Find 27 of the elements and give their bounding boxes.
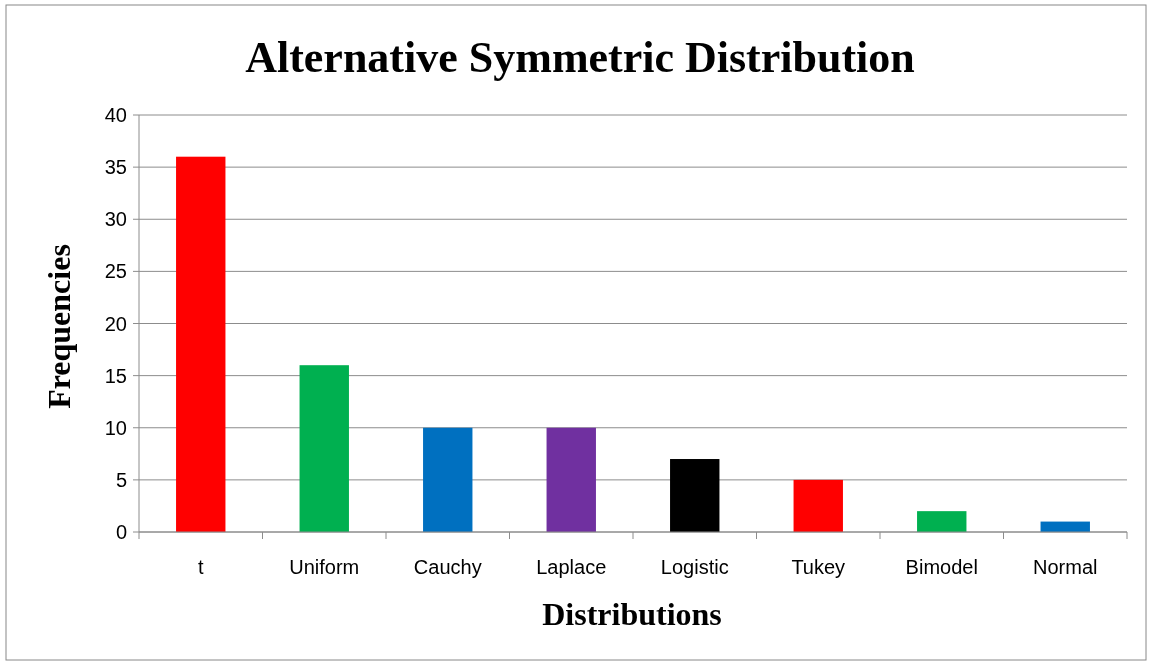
y-axis-title: Frequencies [41, 244, 77, 409]
bar [793, 479, 843, 532]
bar [423, 427, 473, 532]
y-tick-label: 10 [104, 416, 127, 439]
y-tick-label: 30 [104, 208, 127, 231]
y-tick-label: 25 [104, 260, 127, 283]
x-tick-label: Cauchy [413, 556, 482, 578]
x-tick-label: Logistic [660, 556, 729, 578]
bar [299, 365, 349, 532]
bar [917, 511, 967, 532]
y-tick-label: 15 [104, 364, 127, 387]
x-tick-label: Tukey [791, 556, 846, 578]
bar [670, 459, 720, 532]
y-tick-label: 35 [104, 156, 127, 179]
y-tick-label: 0 [115, 521, 127, 543]
x-tick-label: Uniform [289, 556, 360, 578]
chart-title: Alternative Symmetric Distribution [245, 33, 915, 82]
y-tick-label: 20 [104, 312, 127, 335]
x-tick-label: t [197, 556, 204, 578]
bar [176, 156, 226, 532]
x-tick-label: Laplace [536, 556, 607, 578]
x-tick-label: Bimodel [905, 556, 978, 578]
y-tick-label: 5 [115, 468, 127, 491]
y-tick-label: 40 [104, 104, 127, 126]
bar [546, 427, 596, 532]
x-tick-label: Normal [1033, 556, 1098, 578]
x-axis-title: Distributions [542, 596, 722, 632]
